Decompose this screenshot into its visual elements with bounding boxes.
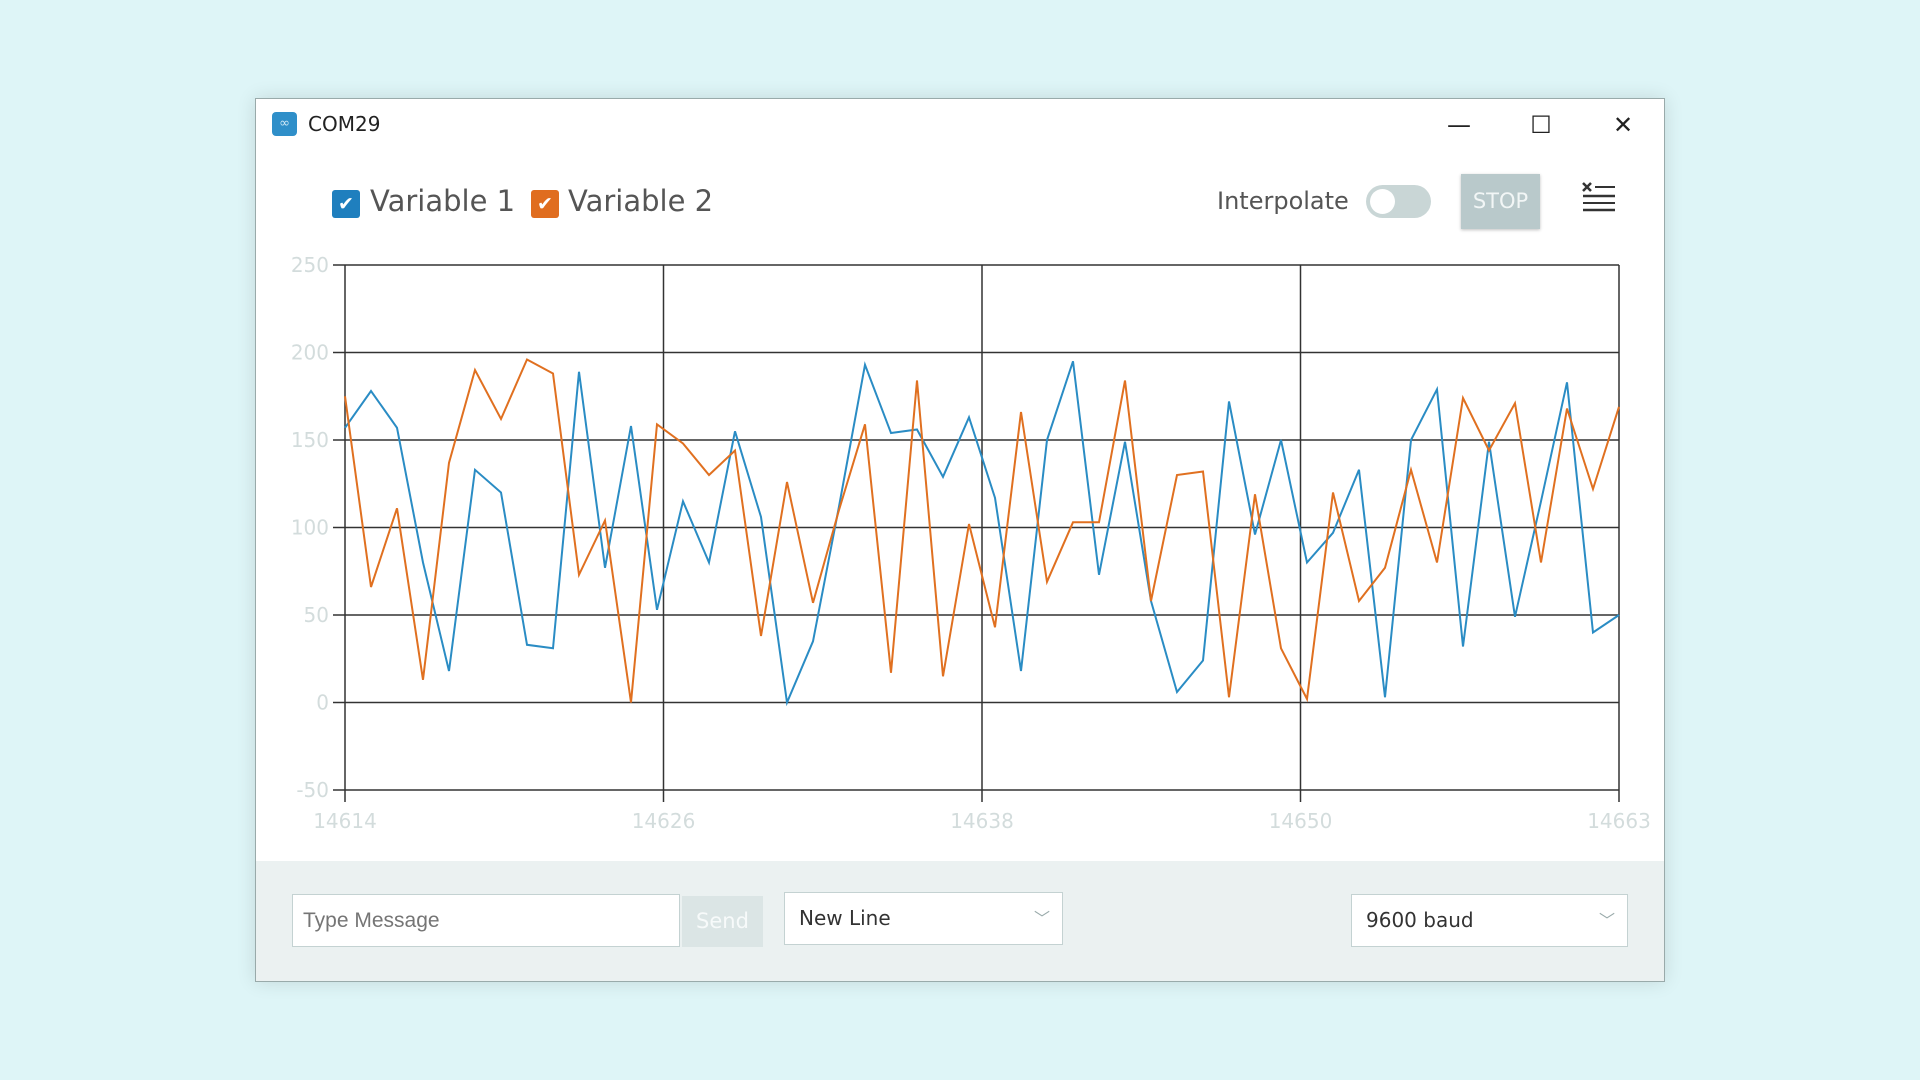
- y-tick-label: 50: [304, 603, 329, 627]
- x-tick-label: 14626: [632, 809, 696, 833]
- y-tick-label: 250: [291, 253, 329, 277]
- title-bar: ∞ COM29 — ☐ ✕: [256, 99, 1664, 151]
- x-tick-label: 14650: [1269, 809, 1333, 833]
- minimize-button[interactable]: —: [1447, 111, 1471, 139]
- close-button[interactable]: ✕: [1612, 111, 1634, 139]
- line-ending-select[interactable]: New Line ﹀: [784, 892, 1063, 945]
- chevron-down-icon: ﹀: [1598, 911, 1615, 930]
- interpolate-toggle[interactable]: [1366, 185, 1431, 218]
- y-tick-label: 150: [291, 428, 329, 452]
- message-input[interactable]: [292, 894, 680, 947]
- y-tick-label: 100: [291, 516, 329, 540]
- chevron-down-icon: ﹀: [1033, 909, 1050, 928]
- check-icon: ✔: [338, 193, 354, 215]
- line-ending-value: New Line: [799, 906, 891, 930]
- x-tick-label: 14614: [313, 809, 377, 833]
- interpolate-label: Interpolate: [1217, 187, 1349, 215]
- plot-chart: -50 0 50 100 150 200 250 14614 14626 14638 14650 14…: [291, 253, 1651, 833]
- variable-2-label[interactable]: Variable 2: [568, 184, 714, 218]
- y-tick-label: 0: [316, 691, 329, 715]
- y-tick-label: 200: [291, 341, 329, 365]
- send-button[interactable]: Send: [682, 896, 763, 947]
- bottom-panel: Send New Line ﹀ 9600 baud ﹀: [256, 861, 1664, 981]
- stop-button[interactable]: STOP: [1461, 174, 1540, 229]
- toggle-knob: [1370, 189, 1395, 214]
- variable-1-label[interactable]: Variable 1: [370, 184, 516, 218]
- clear-list-icon[interactable]: [1581, 181, 1617, 213]
- series-line-variable-2: [344, 358, 1620, 703]
- y-tick-label: -50: [296, 778, 329, 802]
- baud-rate-select[interactable]: 9600 baud ﹀: [1351, 894, 1628, 947]
- variable-1-checkbox[interactable]: ✔: [332, 190, 360, 218]
- check-icon: ✔: [537, 193, 553, 215]
- x-tick-label: 14638: [950, 809, 1014, 833]
- x-tick-label: 14663: [1587, 809, 1651, 833]
- baud-rate-value: 9600 baud: [1366, 908, 1474, 932]
- serial-plotter-window: ∞ COM29 — ☐ ✕ ✔ Variable 1 ✔ Variable 2 …: [255, 98, 1665, 982]
- window-title: COM29: [308, 112, 381, 136]
- arduino-app-icon: ∞: [272, 112, 297, 136]
- variable-2-checkbox[interactable]: ✔: [531, 190, 559, 218]
- maximize-button[interactable]: ☐: [1530, 111, 1552, 139]
